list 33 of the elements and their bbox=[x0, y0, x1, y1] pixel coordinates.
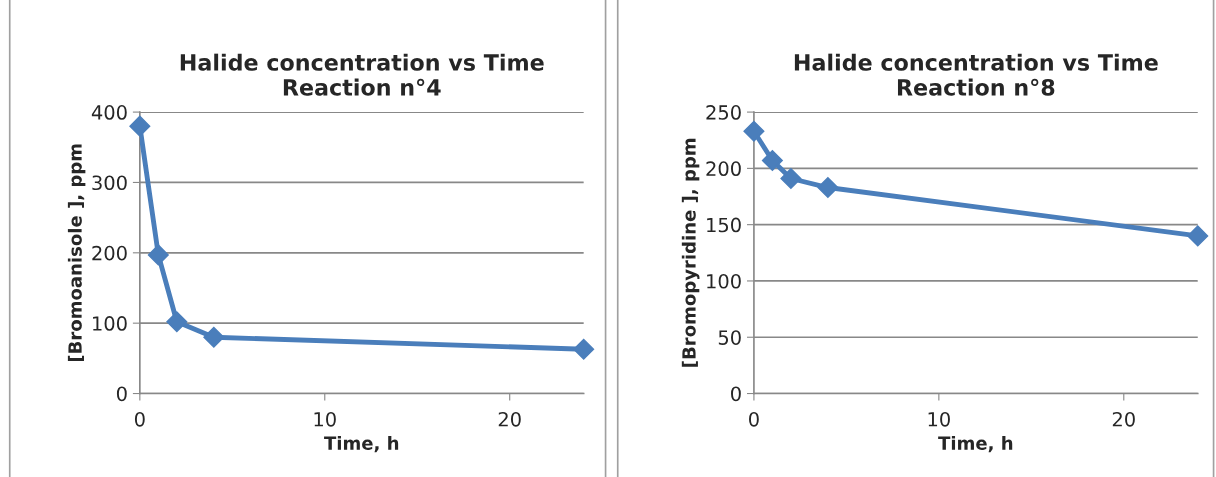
point bbox=[817, 177, 839, 199]
point bbox=[166, 311, 188, 333]
point bbox=[1187, 225, 1209, 247]
point bbox=[129, 115, 151, 137]
x-tick-label: 10 bbox=[928, 411, 950, 427]
y-tick-label: 150 bbox=[707, 217, 741, 233]
chart-title: Halide concentration vs Time Reaction n°4 bbox=[180, 53, 544, 96]
chart-title: Halide concentration vs Time Reaction n°8 bbox=[794, 53, 1158, 96]
point bbox=[573, 338, 595, 360]
y-tick-label: 400 bbox=[91, 105, 127, 120]
y-tick-label: 100 bbox=[707, 273, 741, 289]
y-tick-label: 0 bbox=[116, 386, 127, 402]
point bbox=[780, 167, 802, 190]
y-tick-label: 50 bbox=[718, 330, 741, 345]
x-tick-label: 0 bbox=[134, 411, 145, 427]
point bbox=[147, 244, 169, 266]
point bbox=[761, 149, 783, 172]
y-tick-label: 300 bbox=[92, 175, 127, 191]
y-tick-label: 200 bbox=[706, 161, 741, 177]
point bbox=[203, 326, 225, 348]
x-tick-label: 20 bbox=[1112, 411, 1135, 427]
y-axis-title: [Bromoanisole ], ppm bbox=[67, 144, 86, 362]
y-tick-label: 100 bbox=[93, 316, 127, 331]
y-axis-title: [Bromopyridine ], ppm bbox=[681, 138, 700, 367]
y-tick-label: 0 bbox=[731, 386, 741, 402]
x-axis-title: Time, h bbox=[324, 435, 399, 453]
x-axis-title: Time, h bbox=[938, 435, 1013, 453]
x-tick-label: 10 bbox=[314, 411, 336, 427]
x-tick-label: 0 bbox=[749, 411, 759, 427]
y-tick-label: 250 bbox=[706, 105, 741, 120]
y-tick-label: 200 bbox=[92, 245, 127, 261]
x-tick-label: 20 bbox=[498, 411, 521, 427]
point bbox=[743, 120, 765, 142]
